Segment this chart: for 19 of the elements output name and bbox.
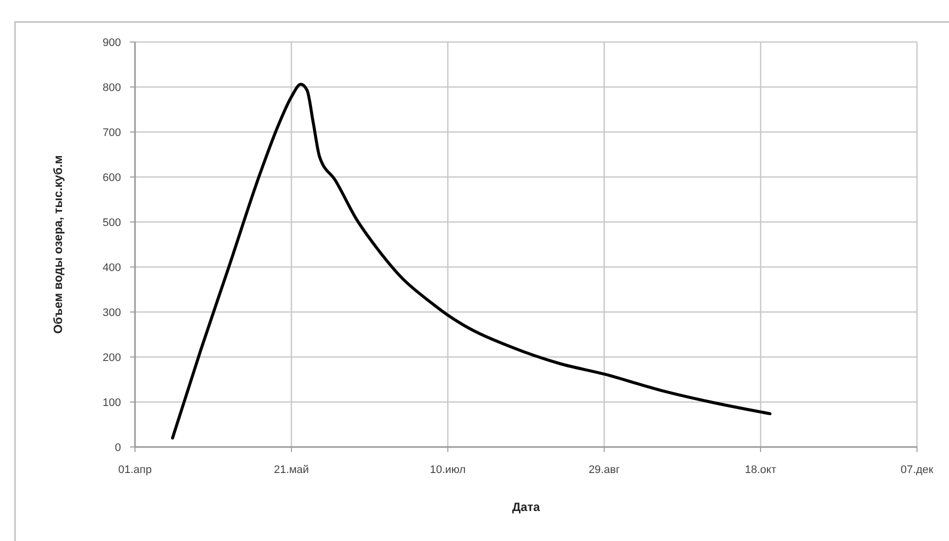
- y-tick-label: 900: [102, 36, 121, 49]
- x-axis-title: Дата: [512, 500, 540, 514]
- y-tick-label: 600: [102, 172, 121, 184]
- y-tick-label: 300: [102, 306, 121, 319]
- x-tick-label: 21.май: [274, 464, 309, 476]
- x-tick-label: 01.апр: [118, 464, 152, 476]
- x-tick-label: 29.авг: [588, 464, 620, 476]
- x-tick-label: 18.окт: [744, 464, 776, 476]
- y-tick-label: 700: [102, 126, 121, 139]
- y-tick-label: 0: [114, 442, 121, 454]
- y-tick-label: 400: [102, 262, 121, 274]
- y-tick-label: 500: [102, 216, 121, 229]
- y-tick-label: 100: [102, 396, 121, 409]
- y-tick-label: 200: [102, 352, 121, 364]
- y-tick-label: 800: [102, 82, 121, 94]
- y-axis-title: Объем воды озера, тыс.куб.м: [51, 155, 65, 334]
- x-tick-label: 10.июл: [430, 464, 466, 476]
- line-series: [171, 82, 772, 440]
- x-tick-label: 07.дек: [900, 464, 934, 476]
